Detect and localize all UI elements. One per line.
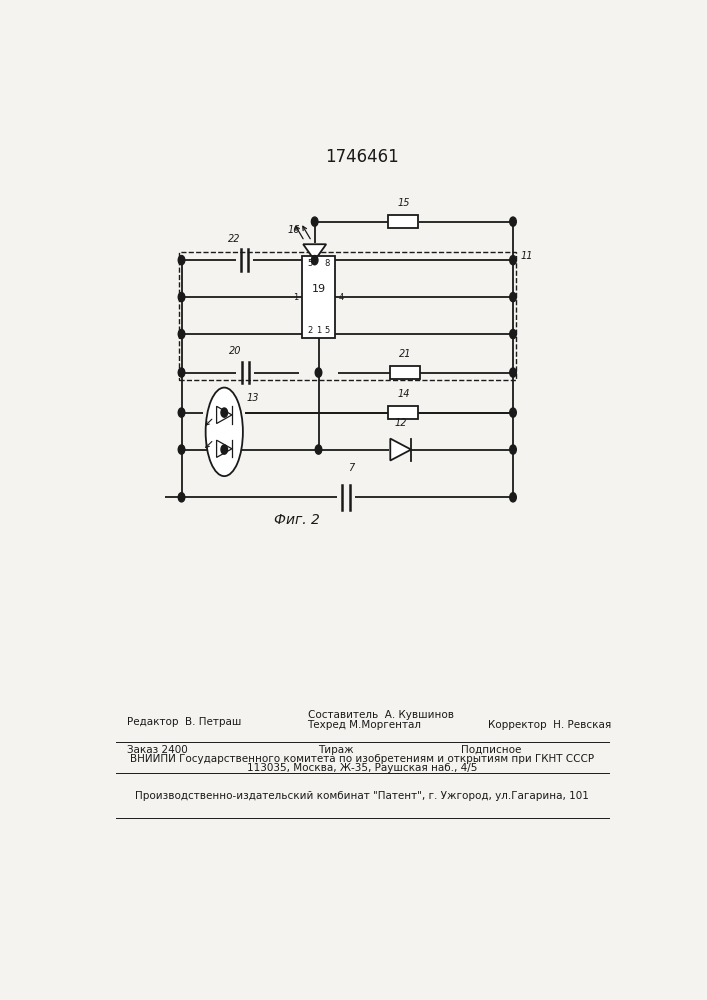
Text: 14: 14	[397, 389, 409, 399]
Circle shape	[178, 493, 185, 502]
Circle shape	[178, 408, 185, 417]
Circle shape	[221, 445, 228, 454]
Bar	[179, 252, 515, 380]
Bar	[301, 256, 336, 338]
Text: Фиг. 2: Фиг. 2	[274, 513, 320, 527]
Text: 1: 1	[293, 293, 298, 302]
Text: 13: 13	[246, 393, 259, 403]
Circle shape	[178, 329, 185, 339]
Circle shape	[510, 329, 516, 339]
Circle shape	[178, 368, 185, 377]
Text: 12: 12	[395, 418, 407, 428]
Polygon shape	[216, 406, 232, 424]
Bar	[388, 406, 419, 419]
Text: Тираж: Тираж	[319, 745, 354, 755]
Text: 21: 21	[399, 349, 411, 359]
Text: 5: 5	[325, 326, 330, 335]
Circle shape	[510, 217, 516, 226]
Text: Техред М.Моргентал: Техред М.Моргентал	[308, 720, 421, 730]
Text: 8: 8	[325, 259, 330, 268]
Circle shape	[510, 256, 516, 265]
Text: 113035, Москва, Ж-35, Раушская наб., 4/5: 113035, Москва, Ж-35, Раушская наб., 4/5	[247, 763, 477, 773]
Text: 16: 16	[288, 225, 300, 235]
Text: 7: 7	[349, 463, 354, 473]
Bar	[388, 215, 419, 228]
Circle shape	[221, 408, 228, 417]
Circle shape	[315, 445, 322, 454]
Text: 1746461: 1746461	[325, 148, 399, 166]
Text: 2: 2	[307, 326, 312, 335]
Text: Корректор  Н. Ревская: Корректор Н. Ревская	[489, 720, 612, 730]
Text: Составитель  А. Кувшинов: Составитель А. Кувшинов	[308, 710, 454, 720]
Circle shape	[178, 292, 185, 302]
Text: 1: 1	[316, 326, 321, 335]
Text: 15: 15	[397, 198, 409, 208]
Circle shape	[510, 368, 516, 377]
Circle shape	[311, 256, 318, 265]
Text: Редактор  В. Петраш: Редактор В. Петраш	[127, 717, 241, 727]
Polygon shape	[390, 439, 411, 461]
Text: Заказ 2400: Заказ 2400	[127, 745, 187, 755]
Circle shape	[510, 493, 516, 502]
Bar	[390, 366, 420, 379]
Text: 20: 20	[229, 346, 242, 356]
Text: 11: 11	[520, 251, 532, 261]
Text: 4: 4	[339, 293, 344, 302]
Circle shape	[510, 445, 516, 454]
Text: ВНИИПИ Государственного комитета по изобретениям и открытиям при ГКНТ СССР: ВНИИПИ Государственного комитета по изоб…	[130, 754, 595, 764]
Text: Подписное: Подписное	[461, 745, 521, 755]
Polygon shape	[303, 244, 326, 260]
Ellipse shape	[206, 388, 243, 476]
Text: 22: 22	[228, 234, 241, 244]
Text: 19: 19	[312, 284, 325, 294]
Polygon shape	[216, 440, 232, 457]
Circle shape	[510, 408, 516, 417]
Circle shape	[178, 256, 185, 265]
Circle shape	[510, 292, 516, 302]
Text: Производственно-издательский комбинат "Патент", г. Ужгород, ул.Гагарина, 101: Производственно-издательский комбинат "П…	[136, 791, 589, 801]
Circle shape	[178, 445, 185, 454]
Circle shape	[315, 368, 322, 377]
Circle shape	[311, 217, 318, 226]
Text: 5: 5	[307, 259, 312, 268]
